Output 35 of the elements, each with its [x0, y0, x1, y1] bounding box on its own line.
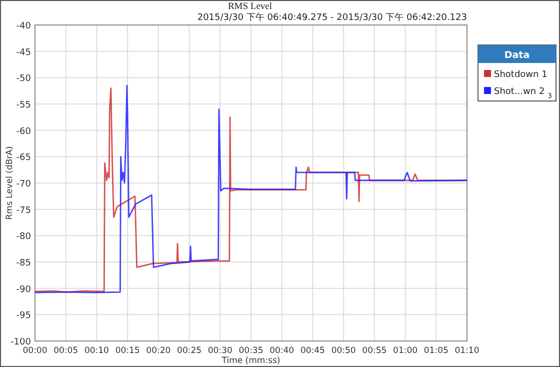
- x-tick-label: 00:50: [331, 346, 356, 356]
- y-tick-label: -90: [16, 284, 32, 295]
- y-tick-label: -40: [16, 22, 32, 32]
- x-tick-label: 00:10: [84, 346, 109, 356]
- x-tick-label: 00:30: [208, 346, 232, 356]
- x-tick-label: 01:00: [393, 346, 418, 356]
- x-tick-label: 00:25: [177, 346, 202, 356]
- y-tick-label: -100: [10, 338, 32, 348]
- y-tick-label: -95: [16, 311, 31, 322]
- legend-title: Data: [504, 50, 530, 61]
- y-tick-label: -70: [16, 180, 32, 190]
- y-tick-label: -60: [16, 126, 32, 137]
- x-tick-label: 00:05: [54, 346, 78, 356]
- chart-title: RMS Level: [228, 2, 272, 12]
- x-tick-label: 00:35: [238, 346, 264, 356]
- x-tick-label: 00:15: [115, 346, 140, 356]
- x-axis-title: Time (mm:ss): [220, 356, 280, 366]
- y-tick-label: -45: [16, 48, 31, 58]
- y-tick-label: -80: [16, 232, 32, 242]
- x-tick-label: 01:05: [424, 346, 448, 356]
- x-tick-label: 00:20: [146, 346, 171, 356]
- y-tick-label: -65: [16, 153, 31, 164]
- x-tick-label: 00:55: [362, 346, 387, 356]
- legend-label: Shotdown 1: [494, 70, 548, 80]
- legend-label: Shot...wn 2 $_{3}$: [494, 87, 552, 100]
- y-tick-label: -75: [16, 206, 31, 216]
- x-tick-label: 00:40: [270, 346, 294, 356]
- chart-subtitle: 2015/3/30 下午 06:40:49.275 - 2015/3/30 下午 06:42:20.123: [197, 12, 467, 23]
- x-tick-label: 01:10: [454, 346, 480, 356]
- y-axis-title: Rms Level (dBrA): [5, 146, 15, 220]
- x-tick-label: 00:45: [300, 346, 325, 356]
- y-tick-label: -50: [16, 74, 32, 84]
- y-tick-label: -55: [16, 100, 31, 110]
- y-tick-label: -85: [16, 258, 31, 268]
- x-tick-label: 00:00: [22, 346, 48, 356]
